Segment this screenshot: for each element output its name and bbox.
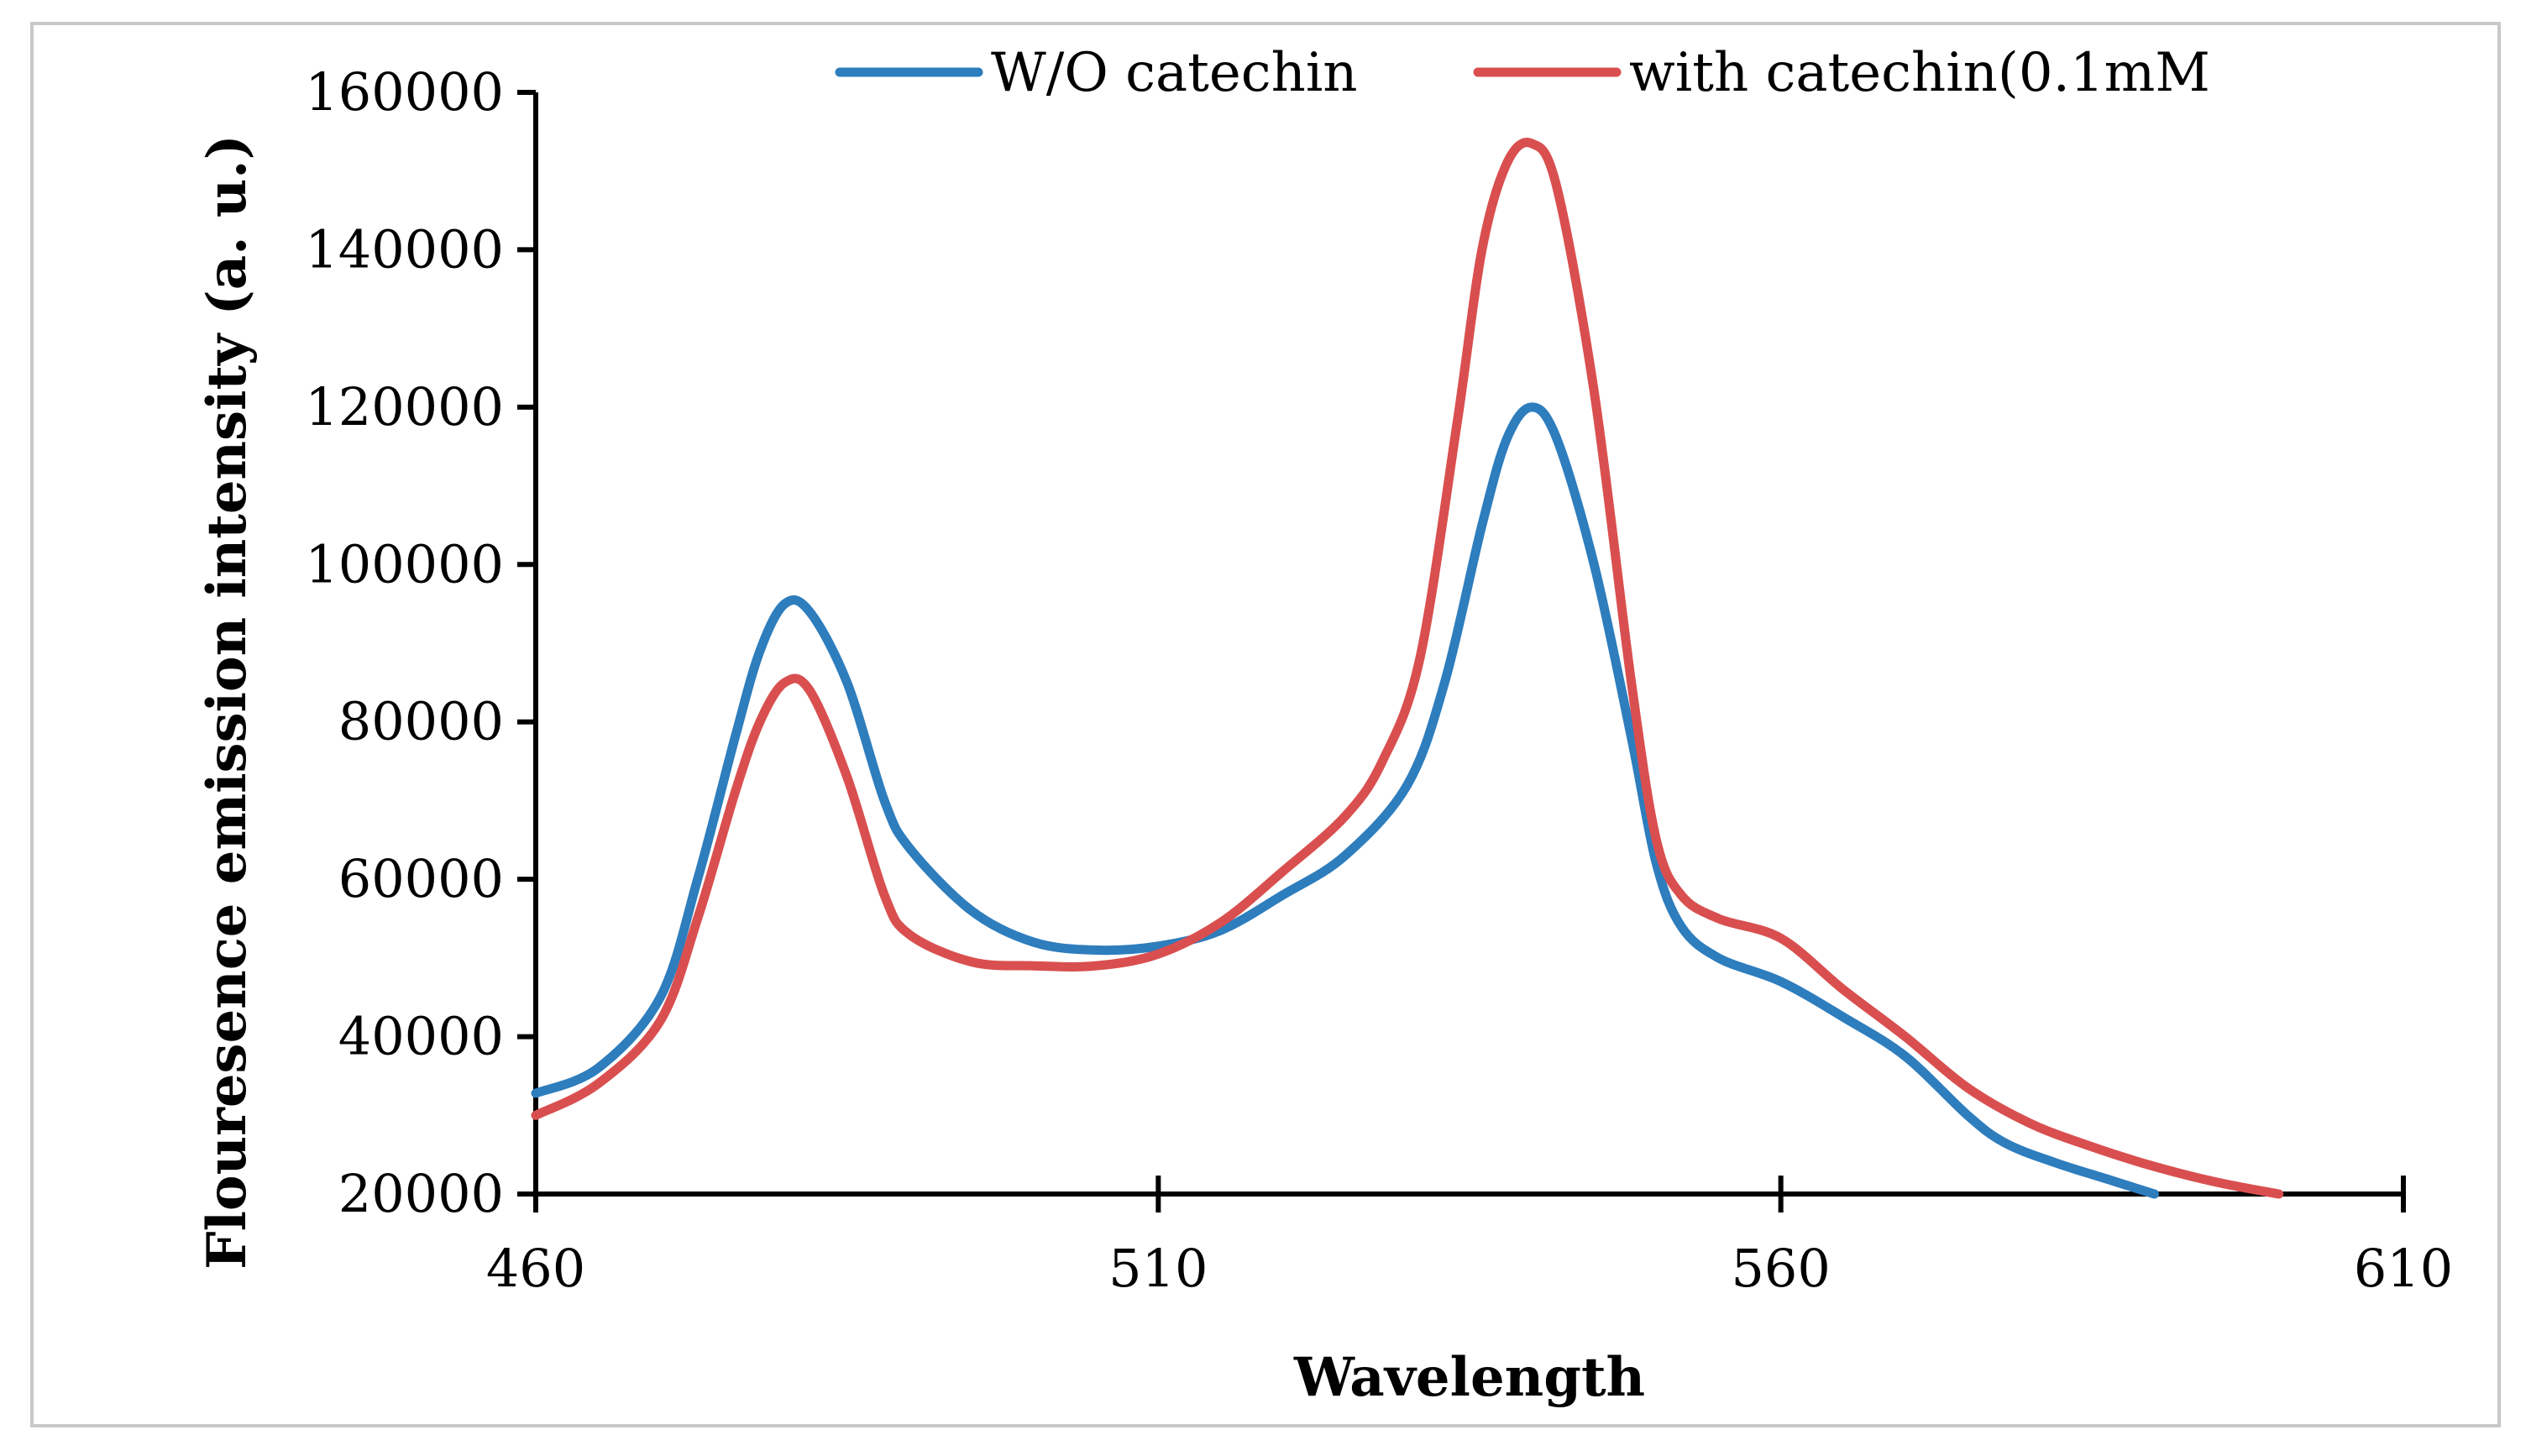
y-tick-label: 140000 <box>305 218 504 280</box>
x-axis-title: Wavelength <box>1293 1346 1645 1409</box>
y-tick-label: 160000 <box>305 61 504 123</box>
y-tick-label: 20000 <box>338 1163 504 1224</box>
series-line-1 <box>531 402 2159 1199</box>
series-line-2 <box>531 138 2284 1199</box>
x-tick-label: 560 <box>1731 1238 1830 1299</box>
legend-label-2: with catechin(0.1mM <box>1629 42 2210 104</box>
y-tick-label: 100000 <box>305 533 504 594</box>
legend-label-1: W/O catechin <box>991 42 1358 104</box>
x-tick-label: 610 <box>2354 1238 2453 1299</box>
y-tick-label: 120000 <box>305 376 504 437</box>
y-axis-title: Flouresence emission intensity (a. u.) <box>196 134 259 1270</box>
y-tick-label: 40000 <box>338 1006 504 1067</box>
x-tick-label: 510 <box>1108 1238 1208 1299</box>
y-tick-label: 60000 <box>338 848 504 909</box>
x-tick-label: 460 <box>486 1238 585 1299</box>
y-tick-label: 80000 <box>338 691 504 752</box>
